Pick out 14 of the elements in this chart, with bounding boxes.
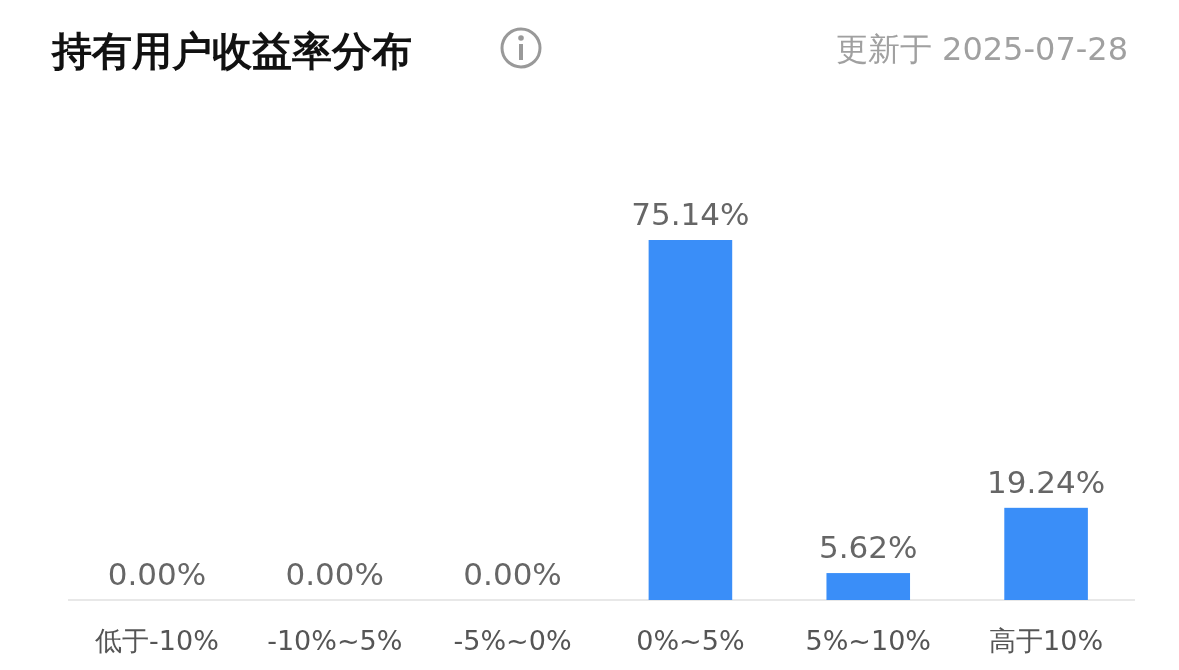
- x-tick-label: 0%~5%: [636, 625, 745, 656]
- data-label: 5.62%: [819, 529, 918, 566]
- x-tick-label: 高于10%: [989, 625, 1104, 656]
- data-label: 75.14%: [631, 196, 750, 232]
- chart-subtitle: 更新于 2025-07-28: [835, 30, 1128, 68]
- x-tick-label: -5%~0%: [453, 625, 572, 656]
- data-label: 0.00%: [285, 556, 384, 592]
- data-label: 0.00%: [107, 556, 207, 592]
- data-label: 19.24%: [986, 463, 1106, 500]
- x-tick-label: 低于-10%: [95, 625, 219, 656]
- x-tick-label: -10%~5%: [267, 625, 403, 656]
- chart-title: 持有用户收益率分布: [50, 28, 412, 74]
- data-label: 0.00%: [463, 556, 562, 592]
- x-tick-label: 5%~10%: [805, 625, 931, 656]
